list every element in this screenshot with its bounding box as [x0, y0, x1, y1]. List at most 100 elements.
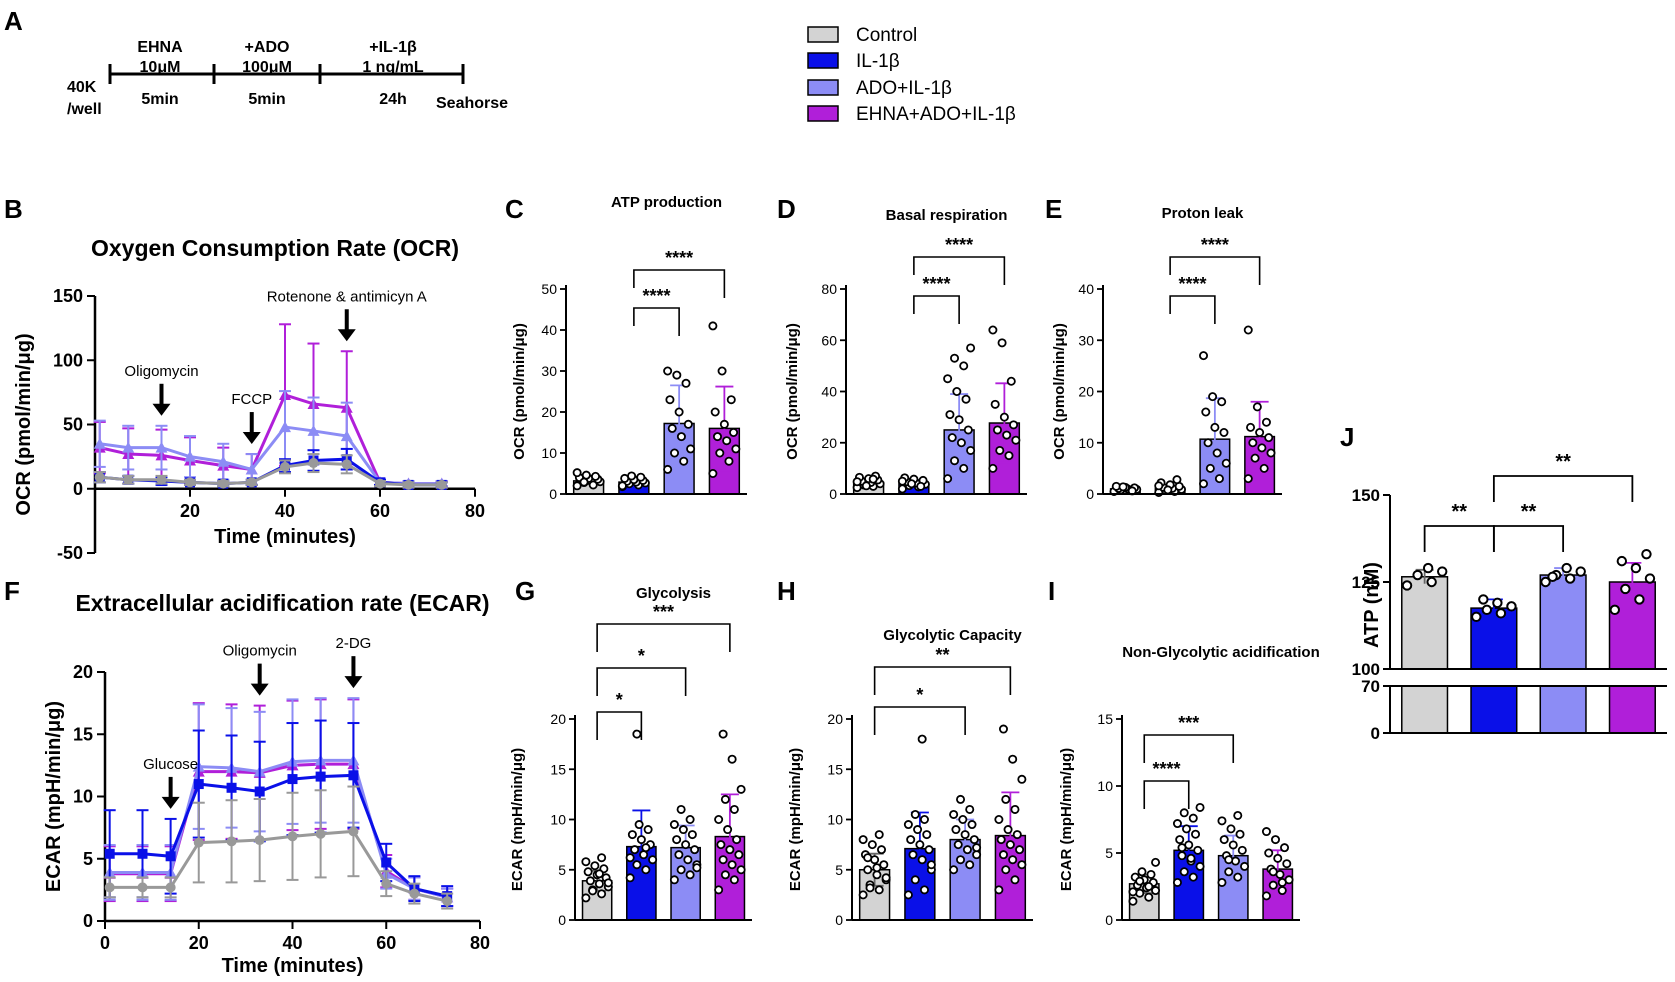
data-point	[636, 472, 646, 482]
y-tick-label: 20	[821, 435, 837, 451]
data-point	[1237, 845, 1247, 855]
chart-title: Glycolysis	[636, 585, 711, 602]
x-tick-label: 0	[100, 933, 110, 953]
y-tick-label: 40	[541, 322, 557, 338]
data-point	[676, 865, 686, 875]
data-point	[852, 477, 862, 487]
annotation-label: FCCP	[231, 391, 272, 408]
data-point	[1259, 463, 1269, 473]
annotation-label: Oligomycin	[223, 643, 297, 660]
data-point	[1199, 351, 1209, 361]
y-tick-label: 20	[541, 404, 557, 420]
legend-swatch-ehna	[807, 105, 839, 122]
data-point	[1246, 422, 1256, 432]
chart-title: Non-Glycolytic acidification	[1122, 644, 1320, 661]
y-tick-label: 0	[73, 479, 83, 499]
data-point	[956, 438, 966, 448]
chart-proton-leak: Proton leak 0 10 20 30 40 OCR (pmol/min/μg) ***…	[1051, 205, 1282, 502]
timeline-step3-top2: 1 ng/mL	[362, 59, 424, 76]
significance-label: **	[935, 645, 949, 665]
data-point	[997, 338, 1007, 348]
panel-letter-f: F	[4, 576, 20, 606]
data-point	[1266, 448, 1276, 458]
data-point	[1264, 848, 1274, 858]
series-line	[109, 758, 448, 899]
data-point	[1233, 810, 1243, 820]
data-point	[718, 855, 728, 865]
data-point	[156, 474, 167, 485]
data-point	[681, 378, 691, 388]
data-point	[340, 430, 353, 442]
data-point	[972, 843, 982, 853]
panel-letter-c: C	[505, 194, 524, 224]
y-tick-label: 15	[1097, 711, 1113, 727]
annotation-arrow-head	[161, 796, 180, 809]
data-point	[736, 865, 746, 875]
data-point	[1172, 819, 1182, 829]
data-point	[588, 886, 598, 896]
data-point	[999, 412, 1009, 422]
data-point	[165, 882, 176, 893]
significance-label: ****	[945, 235, 973, 255]
data-point	[1154, 481, 1164, 491]
y-tick-label: 80	[821, 281, 837, 297]
y-tick-label: 0	[1086, 486, 1094, 502]
data-point	[972, 850, 982, 860]
data-point	[720, 870, 730, 880]
data-point	[712, 432, 722, 442]
data-point	[903, 820, 913, 830]
significance-bracket	[913, 256, 1006, 285]
significance-bracket	[633, 307, 680, 336]
data-point	[953, 840, 963, 850]
y-tick-label: 10	[1097, 778, 1113, 794]
y-tick-label: 50	[541, 281, 557, 297]
significance-label: *	[916, 685, 923, 705]
data-point	[665, 395, 675, 405]
bar-lower	[1470, 685, 1518, 734]
y-tick-label: 30	[541, 363, 557, 379]
bar-lower	[1401, 685, 1449, 734]
significance-bracket	[873, 666, 1012, 695]
data-point	[1001, 794, 1011, 804]
data-point	[591, 471, 601, 481]
data-point	[104, 882, 115, 893]
data-point	[714, 815, 724, 825]
x-tick-label: 80	[465, 501, 485, 521]
data-point	[1191, 829, 1201, 839]
y-tick-label: 100	[53, 350, 83, 370]
timeline-start-bottom: /well	[67, 101, 102, 118]
data-point	[1005, 840, 1015, 850]
data-point	[872, 870, 882, 880]
data-point	[687, 830, 697, 840]
data-point	[315, 828, 326, 839]
significance-bracket	[913, 295, 960, 324]
data-point	[1257, 443, 1267, 453]
data-point	[409, 888, 420, 899]
data-point	[627, 830, 637, 840]
legend-label-ado: ADO+IL-1β	[856, 78, 952, 99]
legend-swatch-ado	[807, 79, 839, 96]
data-point	[720, 794, 730, 804]
data-point	[683, 419, 693, 429]
data-point	[193, 779, 204, 790]
data-point	[910, 875, 920, 885]
y-tick-label: 150	[53, 286, 83, 306]
data-point	[648, 855, 658, 865]
legend-swatch-control	[807, 26, 839, 43]
data-point	[667, 423, 677, 433]
data-point	[731, 444, 741, 454]
data-point	[897, 476, 907, 486]
data-point	[579, 477, 589, 487]
annotation-arrow-head	[344, 676, 363, 689]
x-tick-label: 40	[282, 933, 302, 953]
y-tick-label: 50	[63, 415, 83, 435]
y-axis-label: OCR (pmol/min/μg)	[511, 323, 528, 460]
y-tick-label: 150	[1352, 486, 1380, 505]
data-point	[863, 853, 873, 863]
x-tick-label: 80	[470, 933, 490, 953]
y-tick-label: 10	[73, 787, 93, 807]
data-point	[583, 867, 593, 877]
timeline-end: Seahorse	[436, 95, 508, 112]
data-point	[966, 343, 976, 353]
